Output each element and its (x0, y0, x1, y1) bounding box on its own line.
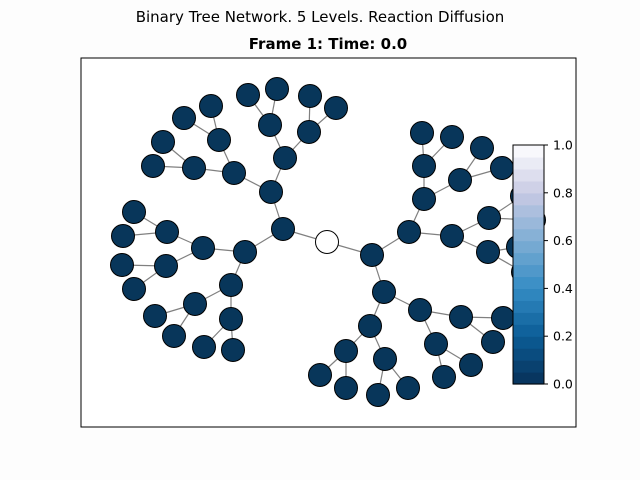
colorbar-tick-label: 0.0 (553, 377, 573, 392)
colorbar-band (513, 216, 544, 230)
node-m3 (470, 136, 494, 160)
colorbar-band (513, 348, 544, 361)
node-l5 (143, 304, 167, 328)
node-l15 (298, 84, 322, 108)
colorbar-band (513, 252, 544, 266)
node-m4 (490, 156, 514, 180)
node-b4 (476, 240, 500, 264)
node-m14 (459, 353, 483, 377)
node-l13 (236, 83, 260, 107)
node-b2 (448, 168, 472, 192)
colorbar-band (513, 180, 544, 194)
colorbar-tick-label: 1.0 (553, 138, 573, 153)
colorbar-band (513, 228, 544, 242)
node-m12 (396, 376, 420, 400)
node-l2 (111, 224, 135, 248)
node-l3 (110, 253, 134, 277)
colorbar-band (513, 168, 544, 182)
node-l10 (151, 130, 175, 154)
node-b8 (449, 305, 473, 329)
node-l11 (172, 106, 196, 130)
node-l16 (324, 96, 348, 120)
node-aa (233, 240, 257, 264)
colorbar-band (513, 192, 544, 206)
colorbar-band (513, 300, 544, 313)
colorbar: 0.0 0.2 0.4 0.6 0.8 1.0 (512, 138, 573, 392)
colorbar-band (513, 312, 544, 325)
colorbar-band (513, 276, 544, 289)
node-l9 (141, 154, 165, 178)
colorbar-band (513, 240, 544, 254)
colorbar-tick-label: 0.6 (553, 233, 573, 248)
colorbar-tick-label: 0.4 (553, 281, 573, 296)
colorbar-band (513, 156, 544, 170)
colorbar-band (513, 360, 544, 373)
node-m2 (440, 125, 464, 149)
colorbar-tick-label: 0.8 (553, 185, 573, 200)
node-aba (222, 161, 246, 185)
colorbar-tick-label: 0.2 (553, 329, 573, 344)
node-root (315, 230, 339, 254)
node-bbb (408, 298, 432, 322)
node-b5 (334, 339, 358, 363)
node-b (360, 243, 384, 267)
colorbar-band (513, 372, 544, 385)
node-b3 (477, 206, 501, 230)
node-a4 (219, 307, 243, 331)
node-m10 (334, 376, 358, 400)
node-b6 (373, 347, 397, 371)
node-l8 (221, 338, 245, 362)
node-m9 (308, 363, 332, 387)
node-aab (219, 273, 243, 297)
node-l6 (162, 324, 186, 348)
node-bab (440, 224, 464, 248)
node-b1 (412, 154, 436, 178)
axes-title: Frame 1: Time: 0.0 (249, 35, 407, 53)
node-m11 (366, 383, 390, 407)
node-m16 (491, 306, 515, 330)
node-baa (412, 187, 436, 211)
node-ab (259, 180, 283, 204)
colorbar-band (513, 264, 544, 278)
colorbar-band (513, 288, 544, 301)
node-a1 (155, 220, 179, 244)
figure-suptitle: Binary Tree Network. 5 Levels. Reaction … (136, 8, 505, 26)
node-l7 (192, 335, 216, 359)
node-a (271, 217, 295, 241)
node-aaa (191, 236, 215, 260)
node-b7 (424, 332, 448, 356)
node-a2 (154, 254, 178, 278)
node-a3 (183, 292, 207, 316)
colorbar-band (513, 324, 544, 337)
node-a7 (258, 113, 282, 137)
colorbar-band (513, 204, 544, 218)
node-abb (273, 146, 297, 170)
node-m15 (481, 330, 505, 354)
node-a5 (182, 156, 206, 180)
node-l4 (122, 277, 146, 301)
colorbar-band (513, 336, 544, 349)
node-bba (358, 314, 382, 338)
node-l1 (122, 200, 146, 224)
node-l12 (199, 94, 223, 118)
node-a6 (207, 128, 231, 152)
node-bb (372, 280, 396, 304)
node-m1 (410, 121, 434, 145)
colorbar-band (513, 145, 544, 158)
node-ba (397, 220, 421, 244)
colorbar-outline (512, 144, 545, 385)
node-a8 (297, 120, 321, 144)
node-l14 (265, 77, 289, 101)
node-m13 (432, 365, 456, 389)
